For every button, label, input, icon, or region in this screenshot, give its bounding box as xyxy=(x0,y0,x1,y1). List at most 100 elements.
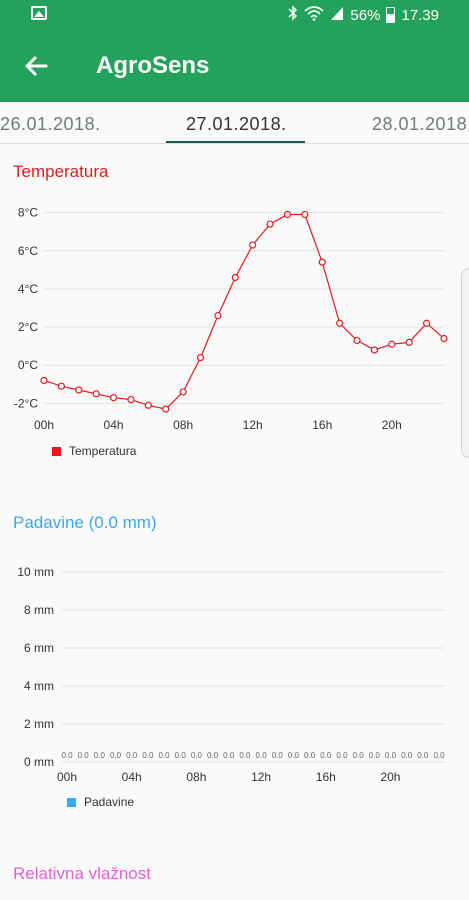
temp-data-point xyxy=(301,210,309,219)
temp-x-tick-label: 08h xyxy=(173,418,193,432)
wifi-icon xyxy=(304,5,324,25)
rain-data-label: 0.0 xyxy=(110,751,122,760)
back-button[interactable] xyxy=(18,48,54,84)
legend-label-precipitation: Padavine xyxy=(84,795,135,809)
temp-data-point xyxy=(75,386,83,394)
temp-y-tick-label: 4°C xyxy=(18,282,38,296)
app-bar: AgroSens xyxy=(0,30,469,102)
date-tabs: 26.01.2018. 27.01.2018. 28.01.2018. xyxy=(0,102,469,144)
rain-data-label: 0.0 xyxy=(417,751,429,760)
rain-data-label: 0.0 xyxy=(142,751,154,760)
status-bar: 56% 17.39 xyxy=(0,0,469,30)
rain-data-label: 0.0 xyxy=(158,751,170,760)
rain-y-tick-label: 8 mm xyxy=(24,603,54,617)
temp-y-tick-label: 2°C xyxy=(18,320,38,334)
bluetooth-icon xyxy=(288,5,298,25)
temp-data-point xyxy=(214,312,222,320)
app-title: AgroSens xyxy=(96,52,210,79)
temp-x-tick-label: 20h xyxy=(382,418,402,432)
legend-swatch-precipitation xyxy=(67,797,76,807)
rain-y-tick-label: 10 mm xyxy=(17,565,54,579)
temp-data-point xyxy=(370,346,379,354)
rain-data-label: 0.0 xyxy=(239,751,251,760)
tab-prev-date[interactable]: 26.01.2018. xyxy=(0,114,101,134)
temp-data-point xyxy=(405,338,413,346)
temp-series-line xyxy=(43,213,445,410)
rain-data-label: 0.0 xyxy=(272,751,284,760)
temperature-legend: Temperatura xyxy=(52,444,136,458)
temp-data-point xyxy=(57,382,65,390)
rain-y-tick-label: 0 mm xyxy=(24,755,54,769)
precipitation-chart: 0 mm 2 mm 4 mm 6 mm 8 mm 10 mm 00h 04h 08h 12h 16h… xyxy=(17,565,445,784)
temp-x-tick-label: 04h xyxy=(104,418,124,432)
temp-data-point xyxy=(40,376,48,385)
temp-y-tick-label: 6°C xyxy=(18,244,38,258)
rain-data-label: 0.0 xyxy=(94,751,106,760)
temp-y-tick-label: 0°C xyxy=(18,358,38,372)
rain-data-label: 0.0 xyxy=(369,751,381,760)
temp-data-point xyxy=(92,390,100,398)
temperature-title: Temperatura xyxy=(13,162,109,181)
rain-x-tick-label: 00h xyxy=(57,770,77,784)
temp-data-point xyxy=(179,388,187,396)
temp-x-tick-label: 16h xyxy=(312,418,332,432)
status-right: 56% 17.39 xyxy=(288,5,439,25)
rain-y-tick-label: 4 mm xyxy=(24,679,54,693)
rain-data-label: 0.0 xyxy=(353,751,365,760)
scroll-handle[interactable] xyxy=(461,268,469,458)
temp-x-tick-label: 12h xyxy=(243,418,263,432)
tab-current-date[interactable]: 27.01.2018. xyxy=(186,114,287,134)
battery-icon xyxy=(386,7,396,23)
temp-data-point xyxy=(423,319,431,327)
rain-data-label: 0.0 xyxy=(223,751,235,760)
rain-data-label: 0.0 xyxy=(126,751,138,760)
temp-data-point xyxy=(318,258,326,266)
rain-data-label: 0.0 xyxy=(433,751,445,760)
humidity-title: Relativna vlažnost xyxy=(13,864,151,883)
rain-x-tick-label: 12h xyxy=(251,770,271,784)
arrow-back-icon xyxy=(25,56,48,76)
temp-data-point xyxy=(388,340,396,348)
rain-x-tick-label: 16h xyxy=(316,770,336,784)
rain-data-label: 0.0 xyxy=(175,751,187,760)
image-icon xyxy=(31,6,47,20)
rain-y-tick-label: 6 mm xyxy=(24,641,54,655)
rain-x-tick-label: 04h xyxy=(122,770,142,784)
temp-data-point xyxy=(109,394,118,402)
rain-data-label: 0.0 xyxy=(61,751,73,760)
temp-data-point xyxy=(249,241,257,249)
temp-data-point xyxy=(127,395,135,404)
rain-data-label: 0.0 xyxy=(207,751,219,760)
rain-data-label: 0.0 xyxy=(385,751,397,760)
temp-data-point xyxy=(231,273,239,282)
temp-x-tick-label: 00h xyxy=(34,418,54,432)
rain-x-tick-label: 20h xyxy=(380,770,400,784)
rain-x-tick-label: 08h xyxy=(186,770,206,784)
rain-data-label: 0.0 xyxy=(191,751,203,760)
clock: 17.39 xyxy=(401,6,439,24)
rain-data-label: 0.0 xyxy=(320,751,332,760)
temp-data-point xyxy=(283,210,292,219)
battery-percent: 56% xyxy=(350,6,381,24)
rain-data-label: 0.0 xyxy=(288,751,300,760)
temp-data-point xyxy=(162,405,170,413)
rain-data-label: 0.0 xyxy=(256,751,268,760)
precipitation-legend: Padavine xyxy=(67,795,134,809)
temp-y-tick-label: 8°C xyxy=(18,206,38,220)
rain-data-label: 0.0 xyxy=(401,751,413,760)
temp-data-point xyxy=(336,319,344,327)
temp-data-point xyxy=(266,220,274,228)
signal-icon xyxy=(330,5,344,25)
temp-y-tick-label: -2°C xyxy=(14,396,38,410)
temperature-chart: -2°C 0°C 2°C 4°C 6°C 8°C 00h 04h 08h 12h 16h 20h xyxy=(14,206,448,432)
rain-data-label: 0.0 xyxy=(336,751,348,760)
tab-next-date[interactable]: 28.01.2018. xyxy=(372,114,469,134)
temp-data-point xyxy=(196,353,205,362)
legend-label-temperature: Temperatura xyxy=(69,444,137,458)
rain-data-label: 0.0 xyxy=(304,751,316,760)
tab-indicator xyxy=(166,141,305,143)
temp-data-point xyxy=(144,401,152,409)
precipitation-title: Padavine (0.0 mm) xyxy=(13,513,157,532)
rain-y-tick-label: 2 mm xyxy=(24,717,54,731)
temp-data-point xyxy=(440,334,448,343)
